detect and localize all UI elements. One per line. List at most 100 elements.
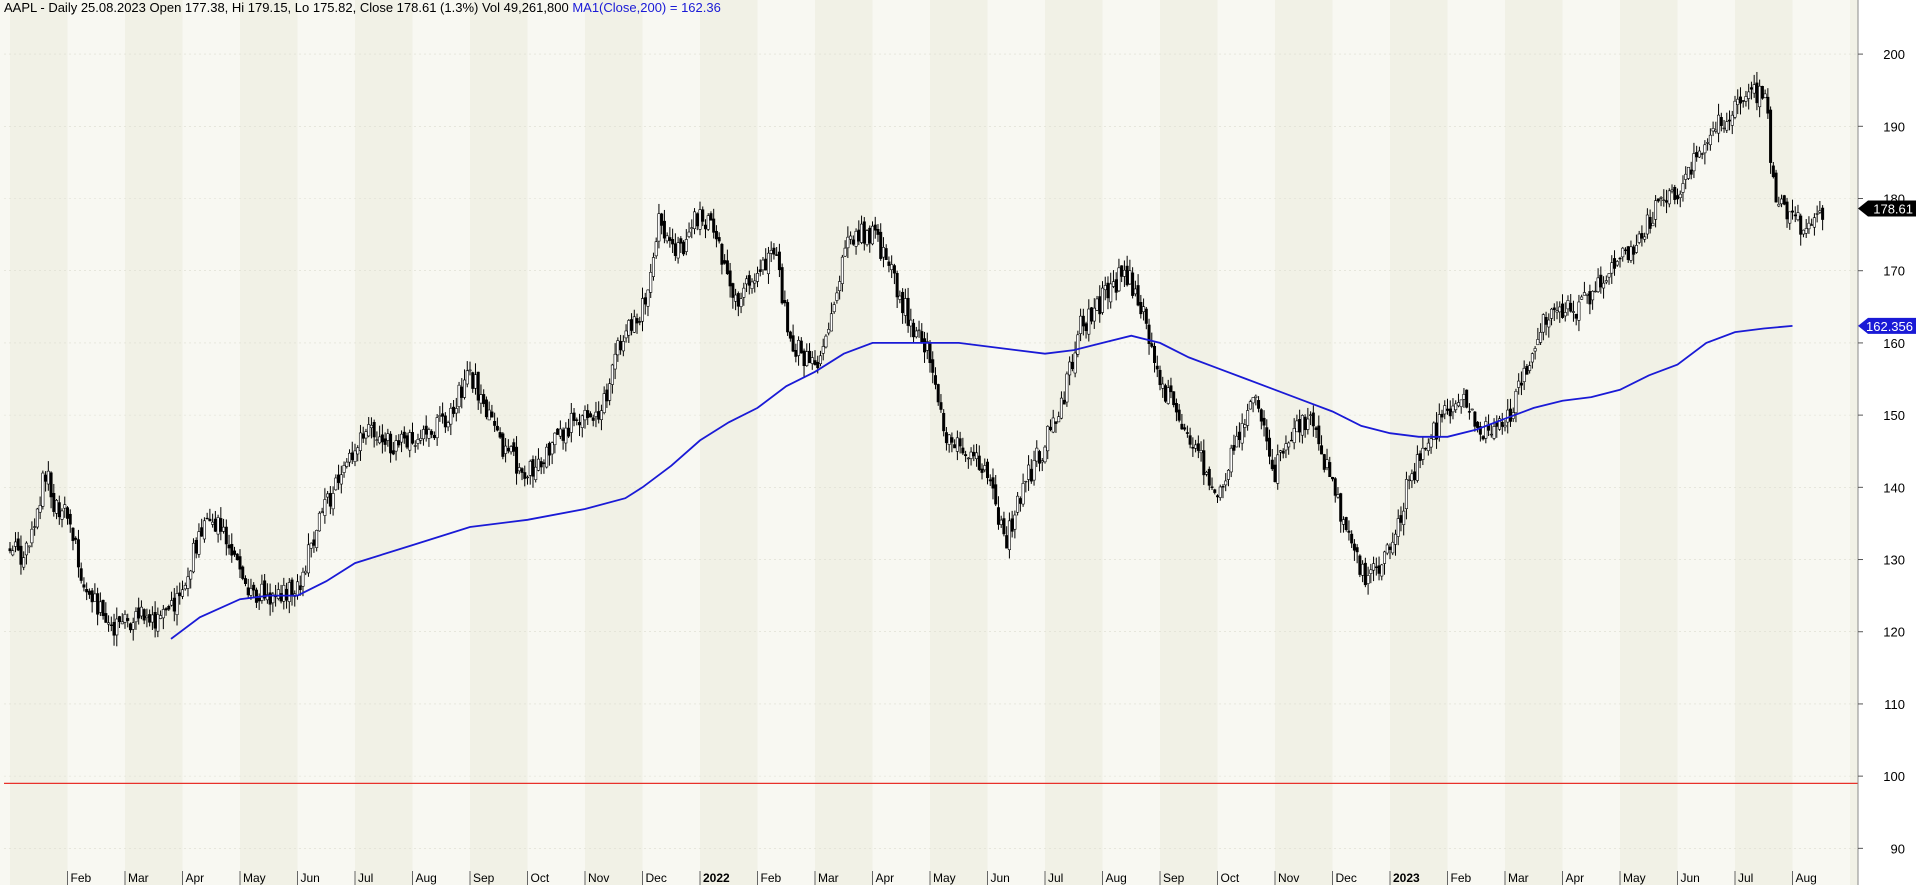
candle-body [723, 260, 727, 264]
candle-body [1697, 150, 1701, 158]
candle-body [1456, 402, 1460, 407]
candle-body [684, 239, 688, 252]
candle-body [386, 433, 390, 441]
candle-body [1818, 210, 1822, 213]
candle-body [1654, 200, 1658, 220]
candle-body [276, 589, 280, 599]
candle-body [1292, 428, 1296, 444]
candle-body [851, 239, 855, 245]
candle-body [1686, 166, 1690, 179]
candle-body [271, 593, 275, 604]
candle-body [1202, 450, 1206, 476]
candle-body [1142, 306, 1146, 313]
candle-body [1046, 426, 1050, 452]
x-tick-label: May [1623, 871, 1646, 885]
candle-body [175, 593, 179, 616]
candle-body [753, 280, 757, 284]
candle-body [588, 413, 592, 418]
month-band [1505, 0, 1563, 885]
candle-body [1763, 93, 1767, 99]
candle-body [610, 364, 614, 385]
candle-body [750, 281, 754, 289]
candle-body [701, 209, 705, 222]
candle-body [1415, 454, 1419, 481]
candle-body [1040, 460, 1044, 463]
candle-body [786, 302, 790, 333]
candle-body [301, 571, 305, 587]
candle-body [1010, 518, 1014, 532]
candle-body [1492, 426, 1496, 439]
candle-body [1393, 533, 1397, 545]
candle-body [476, 371, 480, 401]
candle-body [788, 331, 792, 339]
candle-body [137, 607, 141, 619]
candle-body [441, 413, 445, 417]
candle-body [356, 447, 360, 455]
candle-body [1448, 408, 1452, 417]
candle-body [1229, 447, 1233, 473]
candle-body [542, 462, 546, 465]
candle-body [1224, 480, 1228, 486]
candle-body [1298, 418, 1302, 433]
candle-body [1385, 544, 1389, 554]
candle-body [860, 223, 864, 243]
candle-body [679, 238, 683, 244]
candle-body [1662, 199, 1666, 201]
candle-body [531, 459, 535, 477]
candle-body [430, 431, 434, 435]
candle-body [189, 570, 193, 580]
candle-body [123, 614, 127, 623]
candle-body [1180, 423, 1184, 430]
ma-info: MA1(Close,200) = 162.36 [572, 0, 721, 15]
candle-body [1032, 460, 1036, 481]
candle-body [1038, 451, 1042, 464]
month-band [10, 0, 68, 885]
candle-body [421, 429, 425, 440]
x-tick-label: 2023 [1393, 871, 1420, 885]
candle-body [1435, 422, 1439, 440]
candle-body [769, 250, 773, 254]
candle-body [416, 439, 420, 444]
candle-body [1418, 453, 1422, 461]
candle-body [797, 339, 801, 356]
candle-body [1489, 433, 1493, 436]
y-tick-label: 150 [1883, 408, 1905, 423]
candle-body [1065, 373, 1069, 403]
candle-body [1574, 313, 1578, 319]
candle-body [1404, 479, 1408, 509]
candle-body [991, 477, 995, 489]
candle-body [1090, 307, 1094, 322]
candle-body [1117, 267, 1121, 292]
candle-body [1139, 301, 1143, 315]
candle-body [1007, 520, 1011, 551]
candle-body [985, 461, 989, 479]
candle-body [1563, 312, 1567, 317]
candle-body [1615, 261, 1619, 266]
candle-body [1760, 85, 1764, 99]
candle-body [1344, 517, 1348, 530]
x-tick-label: Apr [876, 871, 895, 885]
candle-body [1191, 446, 1195, 449]
candle-body [1780, 198, 1784, 205]
candle-body [1722, 127, 1726, 130]
candle-body [725, 260, 729, 275]
candle-body [438, 415, 442, 418]
candle-body [1235, 435, 1239, 448]
candle-body [1476, 421, 1480, 429]
candle-body [1555, 310, 1559, 313]
candle-body [1821, 207, 1825, 220]
candle-body [605, 389, 609, 402]
candle-body [556, 428, 560, 435]
candle-body [586, 410, 590, 418]
x-tick-label: Mar [128, 871, 149, 885]
candle-body [471, 372, 475, 389]
candle-body [1295, 420, 1299, 433]
candle-body [1519, 382, 1523, 386]
candle-body [1057, 416, 1061, 423]
candle-body [1711, 128, 1715, 132]
candle-body [920, 331, 924, 343]
candle-body [1708, 134, 1712, 146]
candle-body [101, 599, 105, 617]
candle-body [1530, 353, 1534, 363]
close-badge-label: 178.61 [1873, 202, 1913, 217]
